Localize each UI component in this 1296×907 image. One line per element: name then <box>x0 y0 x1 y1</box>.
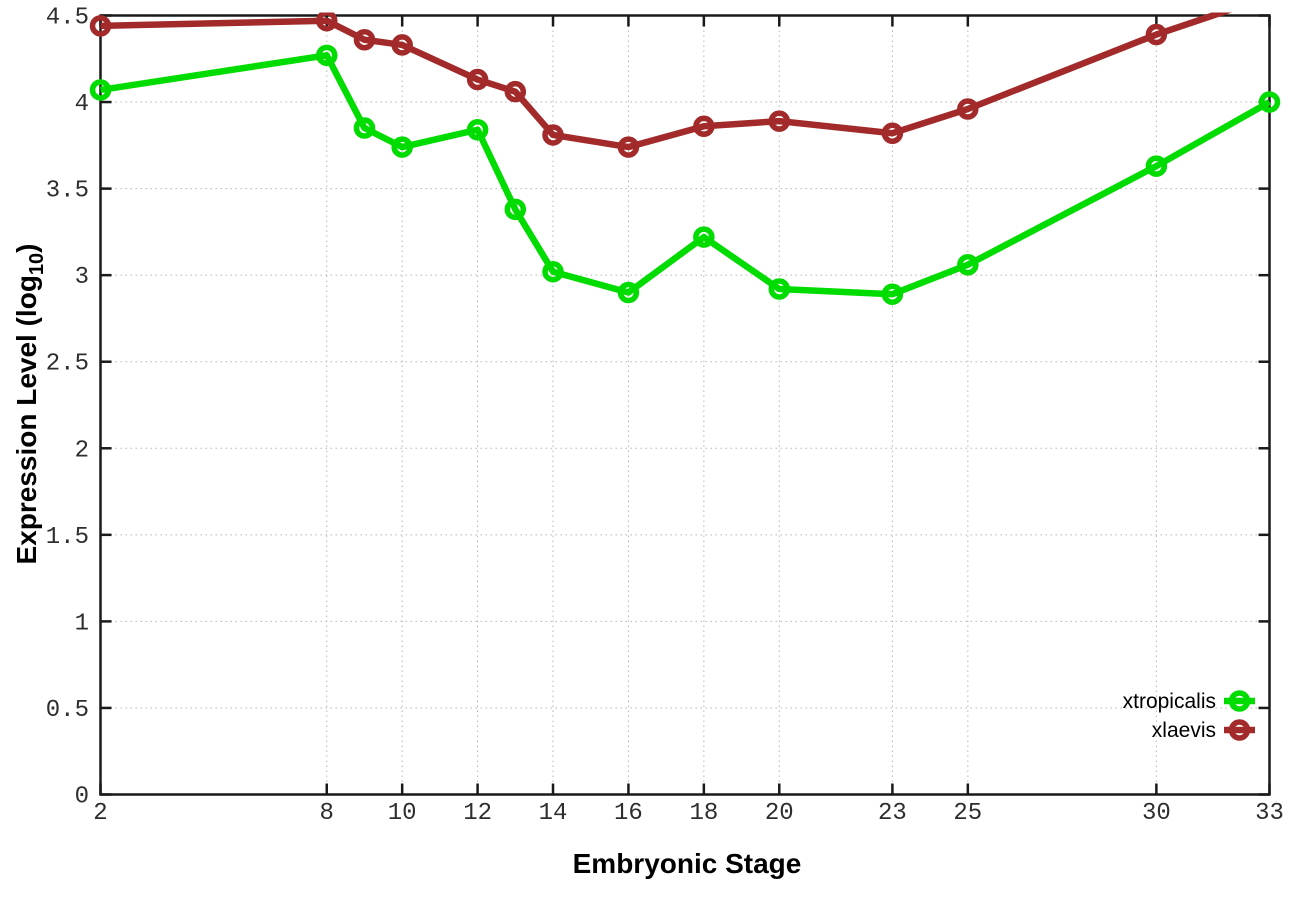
y-tick-label: 1.5 <box>46 524 89 551</box>
data-point-xlaevis <box>89 15 112 37</box>
x-tick-label: 30 <box>1142 800 1171 827</box>
data-point-xlaevis <box>466 68 489 91</box>
x-tick-label: 33 <box>1255 800 1284 827</box>
plot-border <box>99 14 1271 796</box>
y-tick-label: 4.5 <box>46 5 89 32</box>
x-tick-label: 20 <box>765 800 794 827</box>
tick-labels: 2 8 10 12 14 16 18 20 23 25 30 33 0 0.5 1 1.5 2 2.5 3 3.5 4 4… <box>46 5 1284 828</box>
data-point-xtropicalis <box>1258 91 1281 113</box>
data-point-xlaevis <box>768 110 791 132</box>
x-tick-label: 23 <box>878 800 907 827</box>
data-point-xlaevis <box>1262 0 1278 4</box>
data-point-xlaevis <box>316 12 338 32</box>
data-point-xtropicalis <box>391 136 413 158</box>
x-tick-label: 16 <box>614 800 643 827</box>
legend: xtropicalis xlaevis <box>1123 690 1255 742</box>
series-line-xlaevis <box>100 12 1233 151</box>
x-tick-label: 12 <box>463 800 492 827</box>
data-point-xlaevis <box>881 122 904 144</box>
legend-marker-sample <box>1228 690 1251 712</box>
legend-label-xtropicalis: xtropicalis <box>1123 690 1216 713</box>
y-axis-label: Expression Level (log10) <box>11 244 48 565</box>
y-tick-label: 4 <box>75 91 89 118</box>
y-tick-label: 2 <box>75 437 89 464</box>
data-point-xlaevis <box>542 124 564 146</box>
data-point-xtropicalis <box>316 44 338 67</box>
y-axis-label-suffix: ) <box>11 244 42 253</box>
y-axis-label-subscript: 10 <box>26 253 48 275</box>
data-point-xtropicalis <box>768 278 791 300</box>
data-point-xlaevis <box>617 136 640 158</box>
y-tick-label: 1 <box>75 610 89 637</box>
x-axis-label: Embryonic Stage <box>573 848 802 879</box>
y-tick-label: 3.5 <box>46 178 89 205</box>
data-point-xlaevis <box>1145 23 1168 46</box>
x-tick-label: 2 <box>93 800 107 827</box>
legend-marker-sample <box>1228 719 1251 741</box>
series-lines <box>100 12 1272 298</box>
data-point-xtropicalis <box>89 79 112 101</box>
y-tick-label: 0 <box>75 784 89 811</box>
data-point-xtropicalis <box>353 117 376 139</box>
data-point-xtropicalis <box>617 281 640 304</box>
data-point-xlaevis <box>504 80 527 103</box>
data-point-xlaevis <box>391 34 413 56</box>
data-point-xlaevis <box>353 28 376 51</box>
data-point-xtropicalis <box>693 226 715 248</box>
legend-item-xtropicalis: xtropicalis <box>1123 690 1255 713</box>
x-tick-label: 25 <box>953 800 982 827</box>
data-point-xtropicalis <box>881 283 904 305</box>
data-point-xlaevis <box>693 115 715 138</box>
legend-item-xlaevis: xlaevis <box>1152 719 1255 742</box>
y-axis-label-text: Expression Level (log <box>11 275 42 564</box>
data-point-xtropicalis <box>466 119 489 141</box>
x-tick-label: 10 <box>388 800 417 827</box>
series-line-xtropicalis <box>100 52 1272 298</box>
y-tick-label: 2.5 <box>46 351 89 378</box>
data-point-xtropicalis <box>542 260 564 283</box>
legend-label-xlaevis: xlaevis <box>1152 719 1216 742</box>
x-tick-label: 8 <box>320 800 334 827</box>
x-tick-label: 18 <box>689 800 718 827</box>
data-point-xlaevis <box>957 98 979 120</box>
series-markers <box>89 0 1281 305</box>
x-tick-label: 14 <box>539 800 568 827</box>
y-tick-label: 3 <box>75 264 89 291</box>
data-point-xtropicalis <box>504 198 527 221</box>
y-tick-label: 0.5 <box>46 697 89 724</box>
data-point-xtropicalis <box>1145 155 1168 177</box>
data-point-xtropicalis <box>957 254 979 276</box>
